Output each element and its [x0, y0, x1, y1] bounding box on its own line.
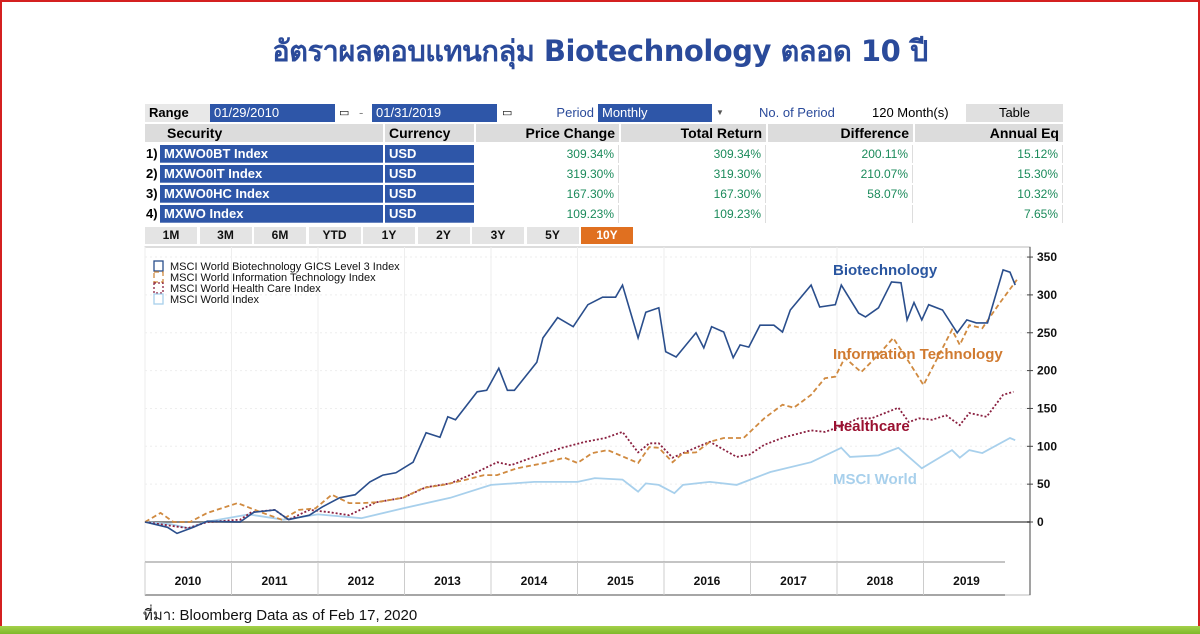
x-tick-label: 2015: [607, 574, 634, 588]
legend-entry: MSCI World Biotechnology GICS Level 3 In…: [170, 261, 400, 273]
series-line-healthcare: [144, 390, 1014, 530]
y-tick-label: 0: [1037, 515, 1044, 529]
period-label: Period: [556, 105, 594, 120]
x-tick-label: 2014: [521, 574, 548, 588]
period-button-10y[interactable]: 10Y: [581, 227, 633, 244]
currency-cell: USD: [385, 165, 474, 183]
row-index: 4): [146, 206, 158, 221]
source-note: ที่มา: Bloomberg Data as of Feb 17, 2020: [143, 607, 418, 624]
total-return-cell: 319.30%: [621, 165, 766, 183]
calendar-icon[interactable]: ▭: [502, 107, 513, 119]
legend-swatch: [153, 260, 164, 272]
total-return-cell: 167.30%: [621, 185, 766, 203]
y-tick-label: 350: [1037, 250, 1057, 264]
total-return-cell: 109.23%: [621, 205, 766, 223]
difference-cell: 200.11%: [768, 145, 913, 163]
period-select[interactable]: Monthly: [598, 104, 712, 122]
legend-swatch: [153, 293, 164, 305]
row-index: 2): [146, 166, 158, 181]
y-tick-label: 50: [1037, 477, 1051, 491]
period-button-5y[interactable]: 5Y: [526, 227, 579, 244]
header-total-return: Total Return: [621, 124, 766, 142]
security-cell: MXWO Index: [160, 205, 383, 223]
num-period-label: No. of Period: [759, 105, 835, 120]
legend-entry: MSCI World Index: [170, 294, 260, 306]
y-tick-label: 250: [1037, 326, 1057, 340]
security-cell: MXWO0BT Index: [160, 145, 383, 163]
period-button-1y[interactable]: 1Y: [363, 227, 415, 244]
series-line-biotechnology: [144, 268, 1016, 535]
legend: MSCI World Biotechnology GICS Level 3 In…: [153, 260, 400, 306]
chevron-down-icon[interactable]: ▼: [716, 108, 724, 117]
x-tick-label: 2016: [694, 574, 721, 588]
legend-swatch: [153, 271, 164, 283]
price-change-cell: 309.34%: [476, 145, 619, 163]
difference-cell: 58.07%: [768, 185, 913, 203]
series-annotation: Information Technology: [833, 346, 1003, 363]
currency-cell: USD: [385, 145, 474, 163]
legend-entry: MSCI World Health Care Index: [170, 283, 321, 295]
total-return-cell: 309.34%: [621, 145, 766, 163]
performance-chart: 2010 2011 2012 2013 2014 2015 2016 2017 2018 2019…: [144, 246, 1057, 596]
x-tick-label: 2013: [434, 574, 461, 588]
security-cell: MXWO0HC Index: [160, 185, 383, 203]
date-separator: -: [359, 105, 364, 120]
price-change-cell: 167.30%: [476, 185, 619, 203]
period-button-1m[interactable]: 1M: [145, 227, 197, 244]
x-tick-label: 2019: [953, 574, 980, 588]
series-annotation: Healthcare: [833, 418, 910, 435]
table-button[interactable]: Table: [966, 104, 1063, 122]
header-price-change: Price Change: [476, 124, 619, 142]
difference-cell: 210.07%: [768, 165, 913, 183]
period-button-3y[interactable]: 3Y: [472, 227, 524, 244]
header-security: Security: [145, 124, 383, 142]
y-tick-label: 300: [1037, 288, 1057, 302]
footer-bar: [0, 626, 1200, 634]
x-tick-label: 2018: [867, 574, 894, 588]
header-annual-eq: Annual Eq: [915, 124, 1063, 142]
series-annotation: MSCI World: [833, 471, 917, 488]
legend-entry: MSCI World Information Technology Index: [170, 272, 376, 284]
period-button-ytd[interactable]: YTD: [308, 227, 361, 244]
start-date-input[interactable]: 01/29/2010: [210, 104, 335, 122]
security-cell: MXWO0IT Index: [160, 165, 383, 183]
series-line-information-technology: [144, 279, 1018, 523]
legend-swatch: [153, 282, 164, 294]
row-index: 3): [146, 186, 158, 201]
x-tick-label: 2010: [175, 574, 202, 588]
annual-eq-cell: 15.30%: [915, 165, 1063, 183]
range-label: Range: [145, 104, 210, 122]
annual-eq-cell: 7.65%: [915, 205, 1063, 223]
y-tick-label: 100: [1037, 439, 1057, 453]
header-currency: Currency: [385, 124, 474, 142]
annual-eq-cell: 15.12%: [915, 145, 1063, 163]
header-difference: Difference: [768, 124, 913, 142]
price-change-cell: 319.30%: [476, 165, 619, 183]
x-tick-label: 2017: [780, 574, 807, 588]
row-index: 1): [146, 146, 158, 161]
currency-cell: USD: [385, 185, 474, 203]
period-button-6m[interactable]: 6M: [254, 227, 306, 244]
num-period-value: 120 Month(s): [872, 105, 949, 120]
slide-title: อัตราผลตอบแทนกลุ่ม Biotechnology ตลอด 10…: [272, 34, 928, 68]
y-tick-label: 200: [1037, 364, 1057, 378]
series-annotation: Biotechnology: [833, 262, 938, 279]
difference-cell: [768, 205, 913, 223]
period-button-3m[interactable]: 3M: [199, 227, 252, 244]
currency-cell: USD: [385, 205, 474, 223]
x-tick-label: 2011: [261, 574, 287, 588]
end-date-input[interactable]: 01/31/2019: [372, 104, 497, 122]
period-button-2y[interactable]: 2Y: [417, 227, 470, 244]
x-tick-label: 2012: [348, 574, 375, 588]
price-change-cell: 109.23%: [476, 205, 619, 223]
y-tick-label: 150: [1037, 401, 1057, 415]
calendar-icon[interactable]: ▭: [339, 107, 350, 119]
annual-eq-cell: 10.32%: [915, 185, 1063, 203]
